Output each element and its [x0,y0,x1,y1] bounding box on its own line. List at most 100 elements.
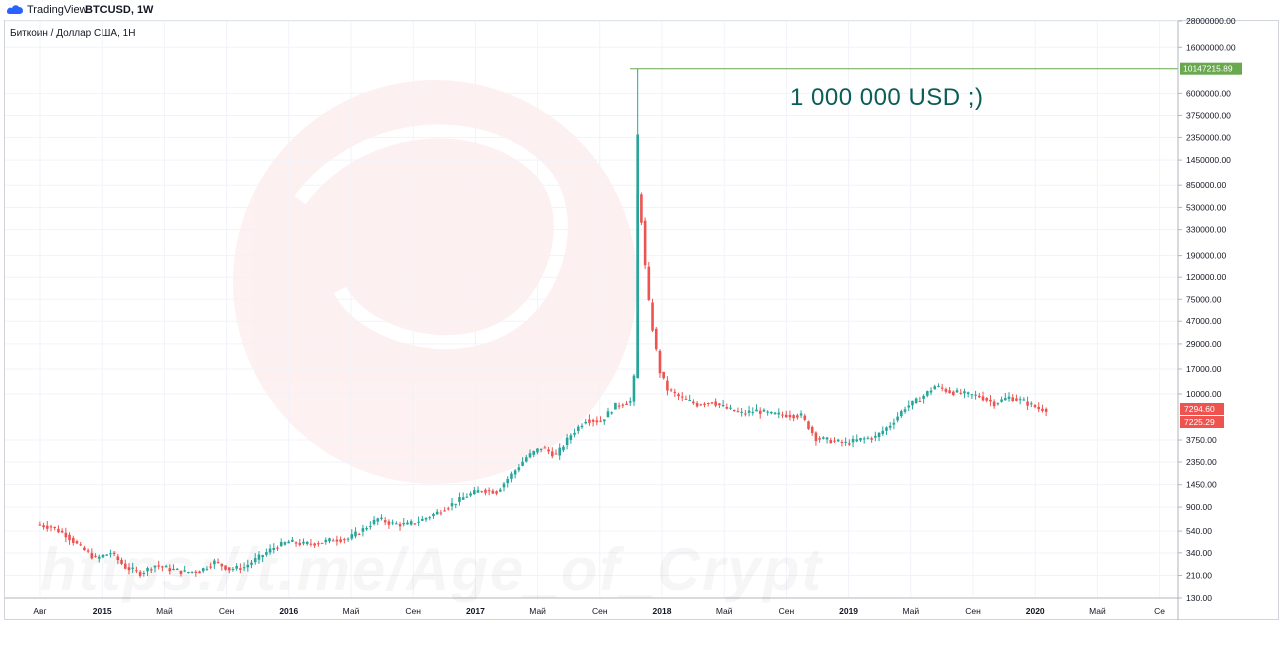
candle-body [848,443,851,445]
candle-body [573,432,576,435]
candle-body [721,405,725,407]
candle-body [766,411,769,413]
candle-body [706,403,710,405]
time-tick-label: Се [1154,606,1165,616]
candle-body [220,563,224,567]
candle-body [183,570,186,572]
candle-body [79,544,83,546]
candle-body [714,401,717,406]
candle-body [1029,403,1033,405]
candle-body [628,401,632,403]
candle-body [647,266,651,300]
candle-body [543,447,547,449]
candle-body [38,524,42,526]
candle-body [261,555,264,558]
candle-body [810,426,814,434]
candle-body [149,569,153,571]
candle-body [658,350,662,374]
candle-body [974,394,977,396]
candle-body [680,396,684,398]
candle-body [862,438,866,440]
candle-body [1037,406,1041,410]
candle-body [1003,398,1007,401]
candle-body [521,461,524,466]
candle-body [606,411,610,418]
candle-body [476,490,480,493]
candle-body [688,400,691,402]
candle-body [777,412,781,415]
candle-body [101,554,105,558]
candle-body [532,451,536,455]
candle-body [877,432,881,438]
candle-body [773,412,777,415]
candle-body [105,554,108,556]
candle-body [317,543,320,545]
candle-body [751,411,755,413]
candle-body [75,541,79,544]
price-tick-label: 29000.00 [1186,339,1222,349]
candle-body [302,541,305,544]
price-tick-label: 530000.00 [1186,202,1226,212]
candle-body [829,440,833,444]
watermark-text: https://t.me/Age_of_Crypt [40,535,823,604]
candle-body [948,390,951,394]
candle-body [469,493,472,496]
candle-body [528,453,532,458]
candle-body [439,512,443,514]
candle-body [112,552,116,554]
candle-body [710,402,714,404]
candle-body [833,440,836,442]
candle-body [513,470,517,475]
candle-body [617,405,621,407]
time-tick-label: 2015 [93,606,112,616]
candle-body [127,567,131,571]
candle-body [309,543,313,545]
candle-body [576,426,580,431]
candle-body [402,523,406,525]
candle-body [395,523,398,525]
candle-body [836,439,840,442]
candle-body [175,568,179,570]
watermark-logo [233,80,637,484]
candle-body [320,542,324,544]
candle-body [851,438,855,443]
time-tick-label: 2017 [466,606,485,616]
brand-name[interactable]: TradingView [27,4,88,16]
candles [38,189,1048,578]
candle-body [491,490,495,494]
candle-body [250,562,253,565]
candle-body [213,560,216,565]
candle-body [313,543,316,546]
candle-body [361,528,365,532]
candle-body [339,539,342,542]
candle-body [796,415,799,418]
candle-body [554,453,558,455]
candle-body [257,554,261,560]
candle-body [447,508,450,510]
last-price-label: 7225.29 [1184,417,1215,427]
candle-body [71,537,75,543]
candle-body [922,395,925,399]
chart-grid [5,20,1178,599]
candle-body [209,566,212,568]
last-price-badge [1180,403,1224,415]
candle-body [580,425,584,428]
candle-body [562,446,565,451]
candle-body [417,521,420,523]
candle-body [187,572,190,574]
symbol-interval[interactable]: BTCUSD, 1W [85,4,154,16]
candle-body [692,401,695,404]
candle-body [253,558,257,563]
candle-body [1018,399,1022,401]
price-tick-label: 1450000.00 [1186,155,1231,165]
price-tick-label: 330000.00 [1186,225,1226,235]
marker-price-badge [1180,62,1242,75]
candle-body [383,520,387,523]
price-tick-label: 3750.00 [1186,435,1217,445]
candle-body [498,489,502,492]
tradingview-logo-icon[interactable] [6,3,24,15]
time-tick-label: Сен [779,606,795,616]
candle-body [227,567,231,571]
candle-body [454,503,458,505]
